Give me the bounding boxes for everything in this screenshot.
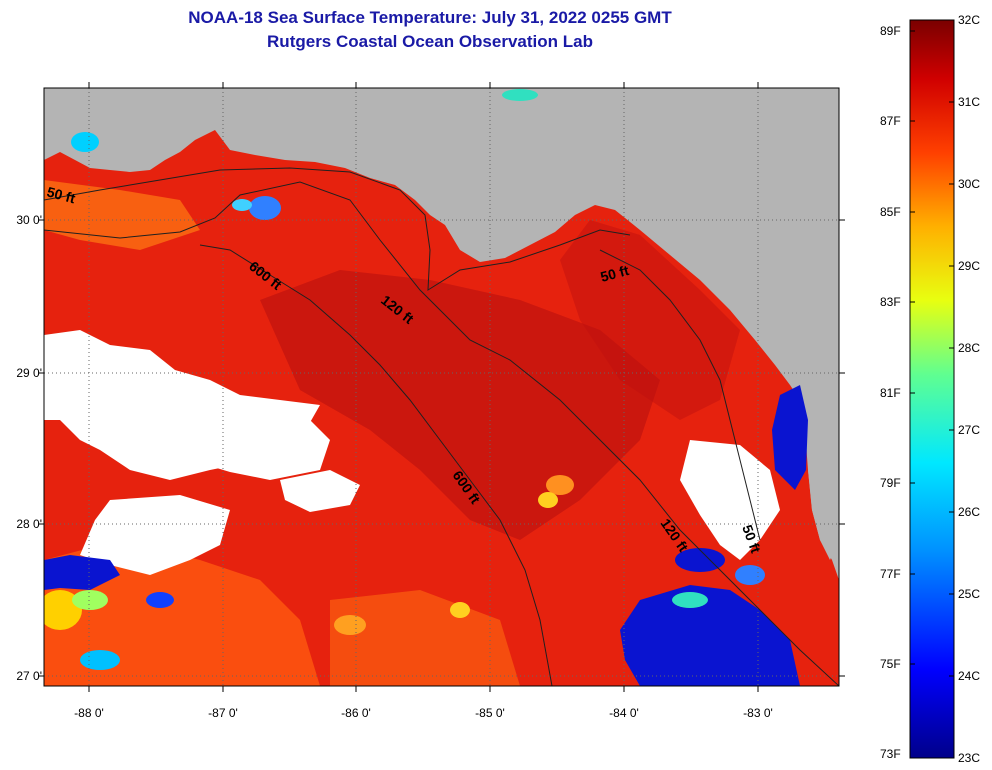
cool-speck xyxy=(146,592,174,608)
orange-patch-s xyxy=(330,590,520,686)
graticule xyxy=(44,88,839,686)
colorbar-f-label: 87F xyxy=(880,114,901,128)
map-subtitle: Rutgers Coastal Ocean Observation Lab xyxy=(267,32,593,51)
axis-ticks xyxy=(38,82,845,692)
cold-patch-se xyxy=(620,585,800,686)
colorbar-f-label: 83F xyxy=(880,295,901,309)
lon-label: -87 0' xyxy=(208,706,238,720)
lat-label: 29 0' xyxy=(16,366,42,380)
cold-spot xyxy=(735,565,765,585)
colorbar-c-label: 24C xyxy=(958,669,981,683)
colorbar-c-label: 32C xyxy=(958,13,981,27)
cool-speck xyxy=(249,196,281,220)
cool-speck xyxy=(72,590,108,610)
lon-label: -83 0' xyxy=(743,706,773,720)
cloud-mask-center xyxy=(280,470,360,512)
colorbar-c-label: 26C xyxy=(958,505,981,519)
cold-patch-coast xyxy=(772,385,808,490)
cool-speck xyxy=(450,602,470,618)
cloud-mask-se xyxy=(680,440,780,560)
orange-patch-nw xyxy=(44,180,200,250)
contour-label: 50 ft xyxy=(45,183,77,206)
cool-speck xyxy=(71,132,99,152)
warm-core-east xyxy=(560,220,740,420)
colorbar-ticks xyxy=(910,30,954,677)
cool-speck xyxy=(546,475,574,495)
lon-label: -88 0' xyxy=(74,706,104,720)
lon-label: -85 0' xyxy=(475,706,505,720)
colorbar-c-label: 25C xyxy=(958,587,981,601)
lat-label: 27 0' xyxy=(16,669,42,683)
cool-speck xyxy=(502,89,538,101)
cold-patch-sw xyxy=(44,555,120,590)
colorbar-c-label: 31C xyxy=(958,95,981,109)
florida-land xyxy=(808,400,839,560)
warm-core xyxy=(260,270,660,540)
contour-label: 50 ft xyxy=(599,262,631,285)
cold-spot xyxy=(675,548,725,572)
map-title: NOAA-18 Sea Surface Temperature: July 31… xyxy=(188,8,672,27)
colorbar-c-label: 29C xyxy=(958,259,981,273)
colorbar-f-label: 77F xyxy=(880,567,901,581)
colorbar-f-label: 81F xyxy=(880,386,901,400)
map-frame xyxy=(43,87,840,687)
lat-label: 30 0' xyxy=(16,213,42,227)
colorbar-c-label: 23C xyxy=(958,751,981,765)
cloud-mask-sw xyxy=(80,495,230,575)
colorbar-c-label: 27C xyxy=(958,423,981,437)
colorbar-c-label: 28C xyxy=(958,341,981,355)
cool-speck xyxy=(80,650,120,670)
cold-spot xyxy=(672,592,708,608)
lon-label: -86 0' xyxy=(341,706,371,720)
cool-speck xyxy=(232,199,252,211)
colorbar-f-label: 79F xyxy=(880,476,901,490)
lat-label: 28 0' xyxy=(16,517,42,531)
colorbar-f-label: 85F xyxy=(880,205,901,219)
cool-speck xyxy=(334,615,366,635)
cool-speck xyxy=(538,492,558,508)
isobaths xyxy=(44,167,839,686)
colorbar-c-label: 30C xyxy=(958,177,981,191)
colorbar-f-label: 73F xyxy=(880,747,901,761)
colorbar xyxy=(909,19,955,759)
lon-label: -84 0' xyxy=(609,706,639,720)
colorbar-f-label: 75F xyxy=(880,657,901,671)
cloud-mask-mid xyxy=(150,400,330,480)
colorbar-f-label: 89F xyxy=(880,24,901,38)
